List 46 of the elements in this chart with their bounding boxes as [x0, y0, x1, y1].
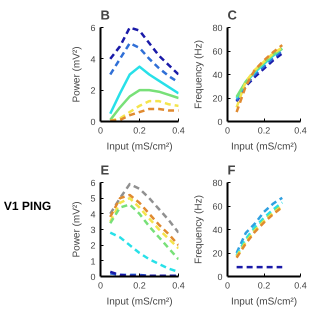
- y-tick-label: 0: [217, 117, 223, 127]
- x-axis-title: Input (mS/cm²): [230, 142, 298, 152]
- x-tick-label: 0.2: [258, 280, 270, 290]
- y-tick-label: 80: [212, 23, 223, 33]
- y-tick-label: 60: [212, 46, 223, 56]
- text: V1 PING: [4, 199, 52, 213]
- chart-title: C: [228, 8, 238, 22]
- x-tick-label: 0: [98, 280, 104, 290]
- y-tick-label: 4: [90, 209, 96, 220]
- chart-title: B: [100, 8, 110, 22]
- x-tick-label: 0.2: [258, 126, 270, 136]
- y-tick-label: 40: [212, 70, 223, 80]
- y-tick-label: 1: [90, 256, 96, 266]
- y-tick-label: 6: [90, 23, 96, 33]
- x-tick-label: 0: [98, 126, 104, 136]
- y-tick-label: 60: [212, 202, 223, 212]
- x-tick-label: 0.4: [172, 126, 185, 136]
- y-axis-title: Power (mV²): [71, 46, 82, 103]
- y-axis-title: Power (mV²): [71, 201, 82, 258]
- x-tick-label: 0.4: [172, 280, 185, 290]
- y-tick-label: 2: [90, 86, 96, 96]
- y-tick-label: 20: [212, 94, 223, 104]
- chart-title: E: [100, 162, 110, 178]
- x-tick-label: 0: [224, 280, 230, 290]
- x-axis-title: Input (mS/cm²): [230, 296, 298, 308]
- y-tick-label: 0: [90, 272, 96, 282]
- y-tick-label: 4: [90, 54, 96, 64]
- y-tick-label: 5: [90, 194, 96, 204]
- y-tick-label: 6: [90, 178, 96, 188]
- x-tick-label: 0.2: [133, 126, 146, 136]
- y-tick-label: 80: [212, 178, 223, 188]
- y-tick-label: 20: [212, 248, 223, 258]
- y-tick-label: 40: [212, 225, 223, 235]
- x-tick-label: 0.2: [133, 280, 146, 290]
- y-tick-label: 0: [90, 117, 96, 127]
- x-tick-label: 0.4: [294, 126, 307, 136]
- x-tick-label: 0: [224, 126, 230, 136]
- y-axis-title: Frequency (Hz): [193, 195, 204, 264]
- y-tick-label: 3: [90, 225, 96, 235]
- y-tick-label: 2: [90, 240, 96, 251]
- y-tick-label: 0: [217, 272, 223, 282]
- y-axis-title: Frequency (Hz): [193, 40, 204, 109]
- x-axis-title: Input (mS/cm²): [106, 142, 173, 152]
- x-tick-label: 0.4: [294, 280, 307, 290]
- x-axis-title: Input (mS/cm²): [106, 296, 173, 308]
- chart-title: F: [228, 162, 236, 178]
